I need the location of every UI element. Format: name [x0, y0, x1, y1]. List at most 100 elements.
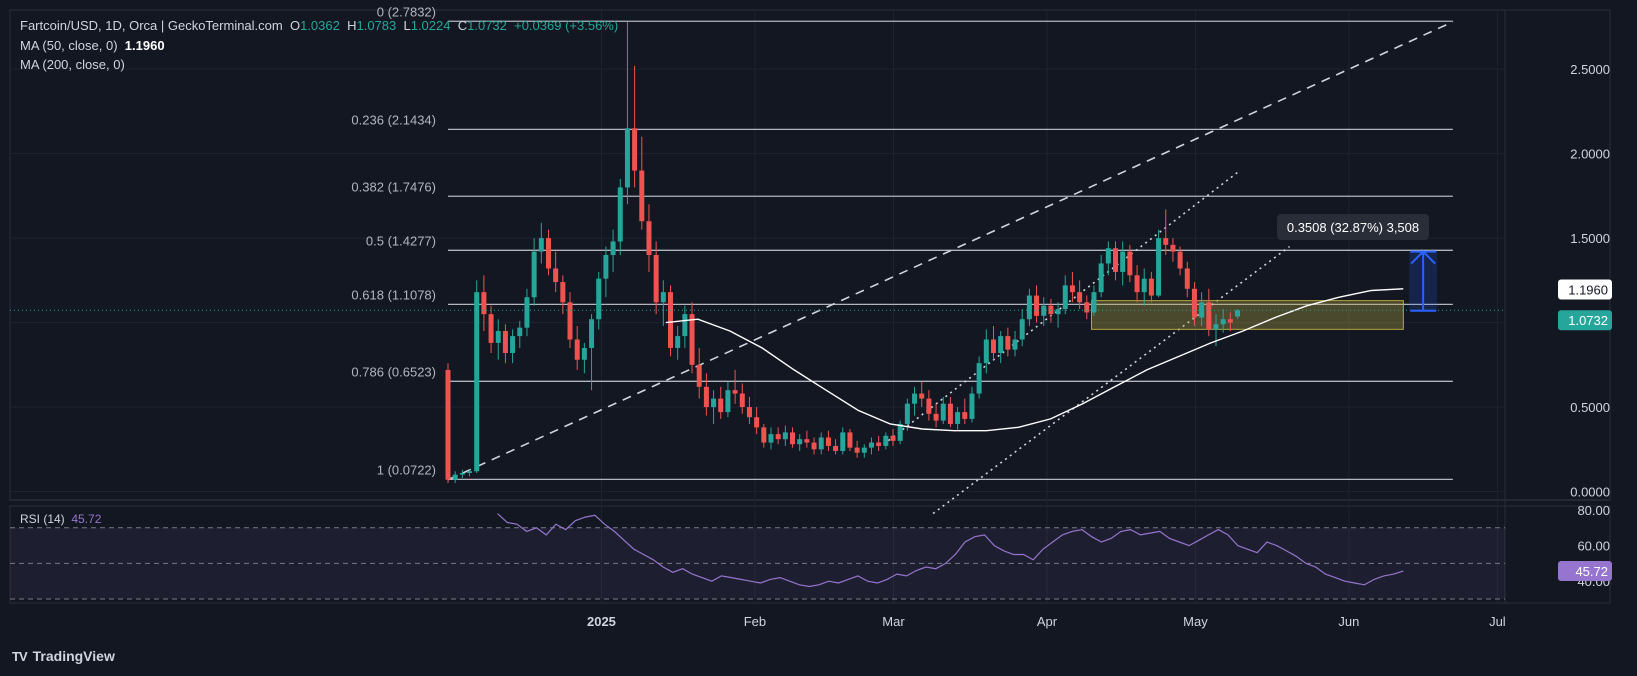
candle-body — [682, 314, 688, 337]
tradingview-branding[interactable]: TV TradingView — [12, 648, 115, 664]
candle-body — [1077, 292, 1083, 303]
candle-body — [739, 393, 745, 408]
grid-lines — [9, 9, 1611, 604]
trendlines[interactable] — [447, 21, 1454, 515]
candle-body — [1069, 285, 1075, 293]
candle-body — [639, 170, 645, 222]
candle-body — [833, 445, 839, 451]
support-zone[interactable] — [1091, 300, 1404, 330]
candle-body — [632, 128, 638, 171]
tradingview-logo-icon: TV — [12, 648, 28, 664]
fib-level-label: 0 (2.7832) — [377, 4, 436, 19]
candle-body — [983, 339, 989, 364]
price-range-measure[interactable]: 0.3508 (32.87%) 3,508 — [1277, 214, 1438, 312]
candle-body — [589, 319, 595, 348]
ma50-price-tag-box — [1558, 279, 1612, 300]
candle-body — [711, 398, 717, 408]
candle-body — [603, 255, 609, 279]
tradingview-name: TradingView — [32, 648, 115, 664]
candle-body — [955, 412, 961, 424]
measure-tooltip-box — [1277, 214, 1429, 240]
candle-body — [1019, 319, 1025, 340]
candle-body — [668, 292, 674, 348]
candle-body — [467, 471, 473, 473]
legend-main: Fartcoin/USD, 1D, Orca | GeckoTerminal.c… — [20, 18, 619, 33]
candle-body — [481, 292, 487, 315]
candle-body — [452, 474, 458, 480]
candle-body — [474, 292, 480, 472]
candle-body — [861, 447, 867, 453]
candle-body — [876, 442, 882, 446]
candle-body — [1113, 248, 1119, 272]
candle-body — [502, 331, 508, 353]
fib-level-label: 0.382 (1.7476) — [351, 179, 436, 194]
price-tick-label: 2.0000 — [1570, 147, 1610, 162]
measure-arrow-icon — [1410, 250, 1436, 265]
candle-body — [818, 437, 824, 450]
candle-body — [696, 364, 702, 387]
candle-body — [1156, 238, 1162, 296]
candle-body — [840, 432, 846, 451]
candle-body — [617, 187, 623, 242]
measure-tooltip-text: 0.3508 (32.87%) 3,508 — [1287, 220, 1419, 235]
candle-body — [1062, 285, 1068, 310]
candle-body — [524, 297, 530, 328]
candle-body — [1041, 305, 1047, 316]
price-pane-border — [9, 9, 1611, 501]
candle-body — [1105, 248, 1111, 264]
candle-body — [782, 432, 788, 440]
legend-ma200[interactable]: MA (200, close, 0) — [20, 57, 125, 72]
candle-body — [811, 442, 817, 450]
rsi-line — [497, 513, 1404, 588]
rsi-value-tag-text: 45.72 — [1575, 564, 1608, 579]
price-axis[interactable]: 2.50002.00001.50001.00000.50000.00001.19… — [1558, 62, 1612, 500]
fibonacci-retracement[interactable]: 0 (2.7832) 0.236 (2.1434) 0.382 (1.7476) 0.… — [351, 4, 1453, 481]
candle-body — [962, 412, 968, 419]
candle-body — [890, 435, 896, 441]
ma50-price-tag-text: 1.1960 — [1568, 282, 1608, 297]
candle-body — [653, 255, 659, 303]
candle-body — [746, 407, 752, 418]
candle-body — [1084, 302, 1090, 313]
candle-body — [998, 336, 1004, 353]
fib-level-label: 0.5 (1.4277) — [366, 233, 436, 248]
fib-level-label: 0.236 (2.1434) — [351, 112, 436, 127]
candle-body — [553, 268, 559, 283]
ma200-label: MA (200, close, 0) — [20, 57, 125, 72]
candle-body — [990, 339, 996, 353]
candle-body — [1012, 339, 1018, 350]
candle-body — [754, 417, 760, 428]
candle-body — [1026, 295, 1032, 320]
candle-body — [768, 434, 774, 443]
candlestick-series — [445, 21, 1241, 484]
candle-body — [1055, 309, 1061, 315]
candle-body — [732, 390, 738, 394]
candle-body — [1148, 278, 1154, 296]
candle-body — [775, 434, 781, 440]
candle-body — [1199, 302, 1205, 318]
candle-body — [1177, 251, 1183, 269]
candle-body — [574, 339, 580, 360]
candle-body — [790, 432, 796, 445]
candle-body — [646, 221, 652, 255]
rsi-legend[interactable]: RSI (14) 45.72 — [20, 512, 101, 526]
candle-body — [560, 282, 566, 303]
candle-body — [1098, 263, 1104, 293]
candle-body — [675, 336, 681, 348]
ma50-value: 1.1960 — [124, 38, 165, 53]
candle-body — [1235, 310, 1241, 317]
legend-ma50[interactable]: MA (50, close, 0) 1.1960 — [20, 38, 165, 53]
candle-body — [531, 251, 537, 298]
candle-body — [947, 403, 953, 424]
candle-body — [1134, 275, 1140, 293]
candle-body — [1184, 268, 1190, 289]
time-axis[interactable]: 2025 Feb Mar Apr May Jun Jul — [587, 614, 1506, 629]
candle-body — [1091, 292, 1097, 313]
candle-body — [761, 427, 767, 443]
symbol-title[interactable]: Fartcoin/USD, 1D, Orca | GeckoTerminal.c… — [20, 18, 283, 33]
candle-body — [912, 393, 918, 404]
candle-body — [517, 327, 523, 337]
rsi-tick-label: 80.00 — [1577, 503, 1610, 518]
fib-level-label: 0.786 (0.6523) — [351, 364, 436, 379]
